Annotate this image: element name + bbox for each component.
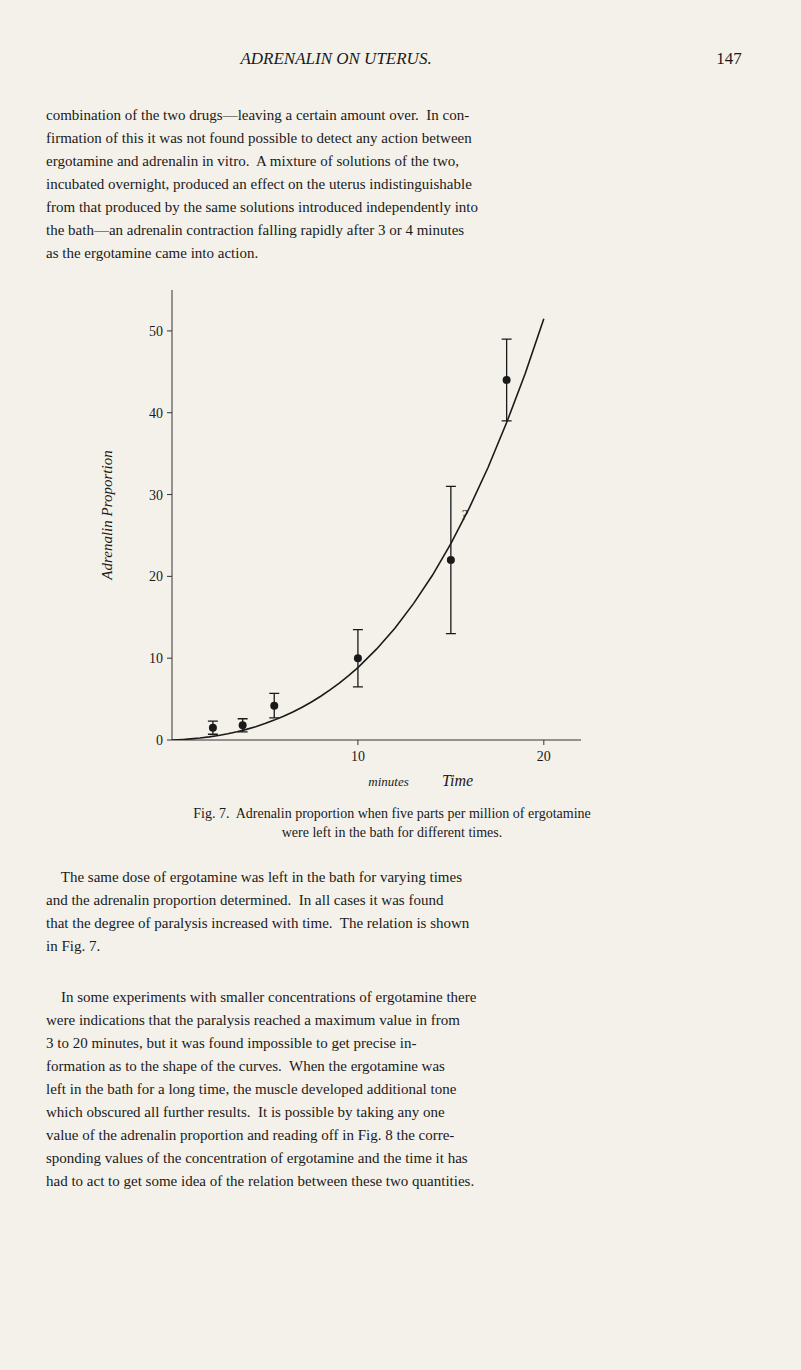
y-tick-label: 0 xyxy=(156,733,163,748)
body-paragraph-line: the bath—an adrenalin contraction fallin… xyxy=(46,222,464,238)
body-paragraph-line: The same dose of ergotamine was left in … xyxy=(46,869,462,885)
body-paragraph-line: ergotamine and adrenalin in vitro. A mix… xyxy=(46,153,459,169)
x-tick-label: 10 xyxy=(351,749,365,764)
body-paragraph-line: In some experiments with smaller concent… xyxy=(46,989,477,1005)
error-bar xyxy=(353,630,363,687)
data-point xyxy=(354,654,362,662)
body-paragraph-line: firmation of this it was not found possi… xyxy=(46,130,472,146)
y-tick-label: 10 xyxy=(149,651,163,666)
body-paragraph-line: sponding values of the concentration of … xyxy=(46,1150,468,1166)
error-bar xyxy=(269,693,279,718)
data-point xyxy=(270,702,278,710)
x-axis-unit: minutes xyxy=(368,774,408,789)
y-tick-label: 20 xyxy=(149,569,163,584)
data-point xyxy=(209,724,217,732)
x-tick xyxy=(543,740,544,745)
y-tick xyxy=(167,330,172,331)
x-tick-label: 20 xyxy=(537,749,551,764)
body-paragraph-line: combination of the two drugs—leaving a c… xyxy=(46,107,469,123)
error-bar xyxy=(502,339,512,421)
figure-caption-line: were left in the bath for different time… xyxy=(282,825,503,840)
error-bar xyxy=(238,719,248,732)
curve-line xyxy=(172,319,544,740)
y-axis-line xyxy=(172,290,173,740)
x-axis-line xyxy=(172,740,581,741)
figure-caption-line: Fig. 7. Adrenalin proportion when five p… xyxy=(193,806,591,821)
y-tick xyxy=(167,412,172,413)
body-paragraph-line: as the ergotamine came into action. xyxy=(46,245,258,261)
page-header: ADRENALIN ON UTERUS. xyxy=(239,49,431,68)
x-axis-label: Time xyxy=(442,772,473,789)
body-paragraph-line: value of the adrenalin proportion and re… xyxy=(46,1127,454,1143)
body-paragraph-line: which obscured all further results. It i… xyxy=(46,1104,445,1120)
body-paragraph-line: were indications that the paralysis reac… xyxy=(46,1012,460,1028)
body-paragraph-line: incubated overnight, produced an effect … xyxy=(46,176,472,192)
y-tick-label: 40 xyxy=(149,406,163,421)
page-number: 147 xyxy=(716,49,742,68)
error-bar xyxy=(208,721,218,734)
y-tick xyxy=(167,658,172,659)
body-paragraph: The same dose of ergotamine was left in … xyxy=(46,869,470,954)
body-paragraph-line: formation as to the shape of the curves.… xyxy=(46,1058,445,1074)
annotation: ? xyxy=(460,507,468,523)
y-tick xyxy=(167,576,172,577)
y-axis-label: Adrenalin Proportion xyxy=(99,450,115,580)
data-point xyxy=(447,556,455,564)
body-paragraph-line: 3 to 20 minutes, but it was found imposs… xyxy=(46,1035,416,1051)
body-paragraph-line: and the adrenalin proportion determined.… xyxy=(46,892,444,908)
y-tick-label: 50 xyxy=(149,324,163,339)
body-paragraph: combination of the two drugs—leaving a c… xyxy=(46,107,478,261)
y-tick-label: 30 xyxy=(149,488,163,503)
plot-data xyxy=(172,319,544,740)
body-paragraph-line: that the degree of paralysis increased w… xyxy=(46,915,470,931)
y-tick xyxy=(167,740,172,741)
y-tick xyxy=(167,494,172,495)
data-point xyxy=(503,376,511,384)
x-tick xyxy=(357,740,358,745)
body-paragraph-line: from that produced by the same solutions… xyxy=(46,199,478,215)
body-paragraph-line: in Fig. 7. xyxy=(46,938,100,954)
page: ADRENALIN ON UTERUS. 147 combination of th… xyxy=(0,0,801,1370)
error-bar xyxy=(446,486,456,633)
body-paragraph: In some experiments with smaller concent… xyxy=(46,989,477,1189)
figure-caption: Fig. 7. Adrenalin proportion when five p… xyxy=(193,806,591,840)
data-point xyxy=(239,721,247,729)
body-paragraph-line: left in the bath for a long time, the mu… xyxy=(46,1081,457,1097)
body-paragraph-line: had to act to get some idea of the relat… xyxy=(46,1173,474,1189)
